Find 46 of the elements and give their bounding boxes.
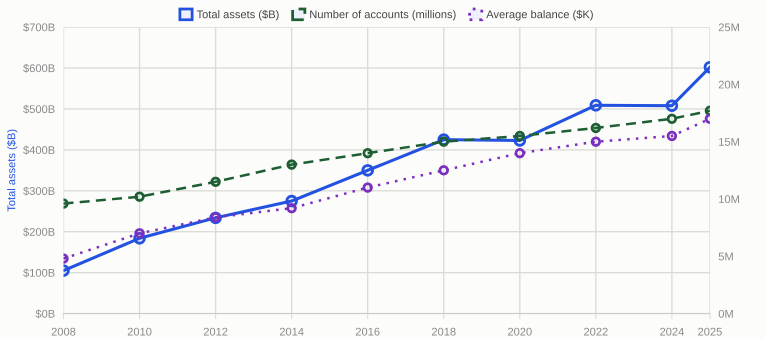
x-tick-label: 2008 xyxy=(52,328,76,336)
x-tick-label: 2020 xyxy=(508,328,532,336)
y2-tick-label: 10M xyxy=(719,195,739,204)
point xyxy=(438,136,449,147)
y-tick-label: $400B xyxy=(23,146,55,155)
point xyxy=(362,182,373,193)
y-tick-label: $600B xyxy=(23,64,55,73)
y-tick-label: $300B xyxy=(23,186,55,196)
y2-tick-label: 0M xyxy=(718,310,733,318)
point xyxy=(286,159,297,170)
x-tick-label: 2025 xyxy=(698,328,722,336)
y2-tick-label: 20M xyxy=(718,80,739,89)
legend-label: Total assets ($B) xyxy=(196,10,279,20)
point xyxy=(134,191,145,202)
point xyxy=(514,130,526,142)
x-tick-label: 2010 xyxy=(128,328,152,336)
x-tick-label: 2022 xyxy=(584,328,608,336)
point xyxy=(362,148,373,158)
point xyxy=(666,130,678,142)
x-tick-label: 2012 xyxy=(204,328,228,336)
point xyxy=(666,99,678,112)
y2-tick-label: 15M xyxy=(719,138,739,146)
y-tick-label: $0B xyxy=(36,309,55,318)
y-tick-label: $500B xyxy=(23,104,55,114)
point xyxy=(438,165,449,176)
x-tick-label: 2024 xyxy=(660,328,684,336)
point xyxy=(514,148,526,158)
y-tick-label: $100B xyxy=(23,268,55,278)
legend-label: Average balance ($K) xyxy=(486,10,593,20)
y-tick-label: $700B xyxy=(23,22,55,32)
point xyxy=(286,202,297,214)
y-tick-label: $200B xyxy=(23,228,55,237)
y2-tick-label: 25M xyxy=(718,23,739,32)
y2-tick-label: 5M xyxy=(718,252,733,260)
x-tick-label: 2016 xyxy=(356,328,380,336)
x-tick-label: 2014 xyxy=(280,328,304,336)
y-axis-title: Total assets ($B) xyxy=(6,130,18,212)
point xyxy=(361,164,374,177)
x-tick-label: 2018 xyxy=(432,328,456,336)
point xyxy=(590,122,602,134)
point xyxy=(590,136,602,147)
point xyxy=(590,99,602,112)
point xyxy=(666,114,678,124)
legend-label: Number of accounts (millions) xyxy=(310,10,456,20)
point xyxy=(134,228,145,239)
point xyxy=(210,176,221,188)
